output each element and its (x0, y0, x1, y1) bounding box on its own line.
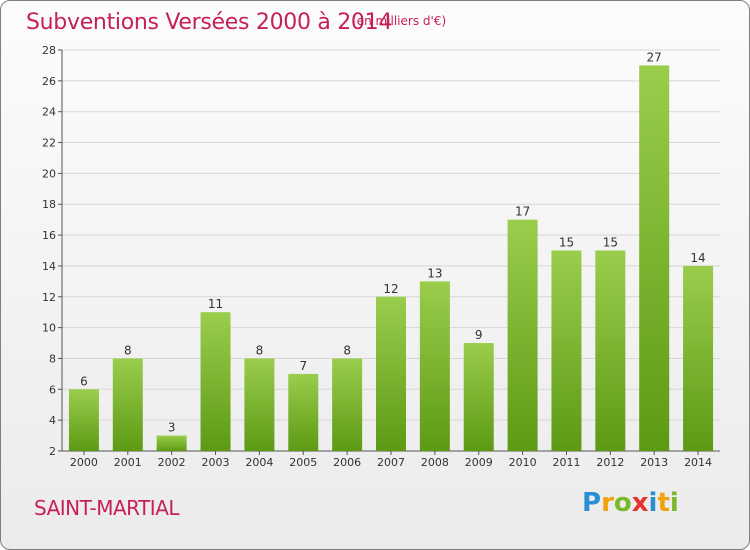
y-tick-label: 24 (42, 106, 56, 119)
chart-title: Subventions Versées 2000 à 2014 (26, 10, 393, 35)
bar (683, 265, 714, 451)
bar (112, 358, 143, 451)
bar (507, 219, 538, 451)
y-tick-label: 28 (42, 44, 56, 57)
bar-value-label: 12 (383, 282, 398, 296)
x-tick-label: 2013 (640, 456, 668, 469)
bar-value-label: 9 (475, 328, 483, 342)
x-tick-label: 2012 (596, 456, 624, 469)
bar-value-label: 13 (427, 266, 442, 280)
y-tick-label: 6 (49, 383, 56, 396)
bar (244, 358, 275, 451)
x-tick-label: 2000 (70, 456, 98, 469)
x-tick-label: 2010 (509, 456, 537, 469)
y-tick-label: 4 (49, 414, 56, 427)
x-tick-label: 2014 (684, 456, 712, 469)
y-tick-label: 14 (42, 260, 56, 273)
value-labels: 6 8 3 11 8 7 8 12 13 9 17 15 15 27 14 (80, 50, 706, 434)
y-tick-label: 12 (42, 291, 56, 304)
chart-subtitle: (en milliers d'€) (352, 14, 447, 28)
bar-value-label: 17 (515, 205, 530, 219)
bar-value-label: 27 (647, 50, 662, 64)
x-tick-label: 2004 (245, 456, 273, 469)
bar (551, 250, 582, 451)
x-tick-label: 2003 (202, 456, 230, 469)
bar-value-label: 6 (80, 374, 88, 388)
bar-value-label: 7 (299, 359, 307, 373)
bar-value-label: 15 (559, 236, 574, 250)
x-tick-label: 2009 (465, 456, 493, 469)
bar-value-label: 11 (208, 297, 223, 311)
bar (68, 389, 99, 451)
bar (463, 343, 494, 451)
y-tick-label: 26 (42, 75, 56, 88)
y-tick-label: 10 (42, 322, 56, 335)
proxiti-logo[interactable]: Proxiti (582, 488, 679, 518)
x-tick-label: 2002 (158, 456, 186, 469)
x-tick-label: 2005 (289, 456, 317, 469)
x-tick-label: 2006 (333, 456, 361, 469)
y-tick-label: 22 (42, 137, 56, 150)
x-tick-label: 2008 (421, 456, 449, 469)
y-tick-label: 2 (49, 445, 56, 458)
bar-value-label: 8 (256, 343, 264, 357)
bars (68, 65, 714, 451)
x-tick-label: 2001 (114, 456, 142, 469)
bar (332, 358, 363, 451)
y-tick-label: 20 (42, 167, 56, 180)
bar (595, 250, 626, 451)
y-tick-label: 18 (42, 198, 56, 211)
y-tick-label: 16 (42, 229, 56, 242)
bar (200, 312, 231, 451)
bar-value-label: 3 (168, 421, 176, 435)
bar (639, 65, 670, 451)
bar (156, 435, 187, 451)
bar-value-label: 14 (690, 251, 705, 265)
bar (419, 281, 450, 451)
commune-name: SAINT-MARTIAL (34, 496, 180, 520)
x-tick-label: 2007 (377, 456, 405, 469)
bar-value-label: 8 (343, 343, 351, 357)
y-tick-label: 8 (49, 352, 56, 365)
x-tick-label: 2011 (552, 456, 580, 469)
bar-value-label: 15 (603, 236, 618, 250)
bar (288, 373, 319, 451)
bar-value-label: 8 (124, 343, 132, 357)
bar (376, 296, 406, 451)
